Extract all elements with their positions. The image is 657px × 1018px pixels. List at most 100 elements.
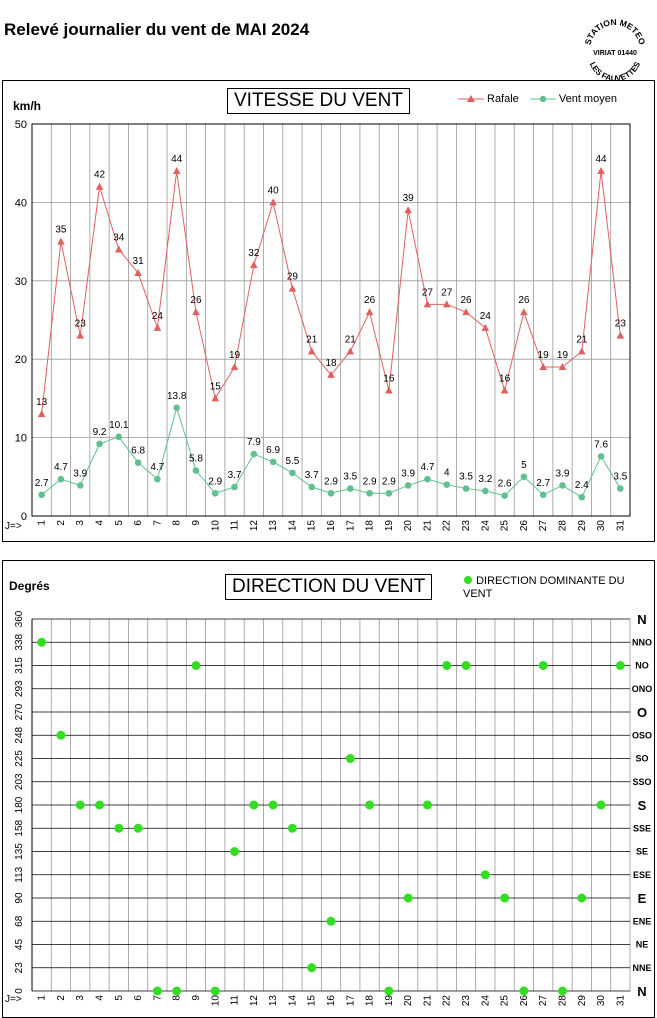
vent-moyen-data-label: 4.7	[420, 462, 434, 473]
vent-moyen-point	[231, 483, 238, 491]
speed-x-tick-label: 5	[114, 520, 125, 526]
direction-point	[577, 893, 587, 903]
vent-moyen-data-label: 7.6	[594, 439, 608, 450]
direction-compass-label: NE	[636, 940, 649, 950]
vent-moyen-point	[211, 489, 219, 497]
speed-x-tick-label: 8	[172, 520, 183, 526]
vent-moyen-point	[520, 473, 528, 481]
speed-x-tick-label: 20	[403, 520, 414, 532]
rafale-point	[404, 206, 412, 214]
direction-x-tick-label: 18	[365, 995, 376, 1007]
rafale-point	[288, 284, 297, 292]
direction-point	[557, 986, 567, 996]
rafale-point	[192, 308, 200, 316]
direction-x-tick-label: 12	[249, 995, 260, 1007]
svg-text:VIRIAT 01440: VIRIAT 01440	[593, 50, 637, 57]
speed-x-tick-label: 19	[384, 520, 395, 532]
rafale-point	[115, 245, 123, 253]
rafale-point	[577, 347, 586, 355]
rafale-point	[307, 347, 316, 355]
vent-moyen-data-label: 10.1	[109, 420, 129, 431]
direction-y-tick-label: 203	[14, 773, 25, 790]
rafale-point	[76, 331, 85, 339]
speed-plot-frame	[31, 123, 631, 517]
vent-moyen-data-label: 4	[444, 468, 450, 479]
rafale-point	[616, 331, 625, 339]
rafale-point	[37, 410, 46, 418]
direction-y-tick-label: 270	[14, 703, 25, 720]
direction-x-tick-label: 2	[56, 995, 67, 1001]
rafale-data-label: 21	[306, 334, 318, 345]
rafale-data-label: 34	[113, 232, 125, 243]
direction-legend-label: DIRECTION DOMINANTE DU VENT	[463, 575, 625, 600]
speed-legend: Rafale Vent moyen	[458, 93, 625, 107]
direction-point	[249, 800, 259, 810]
speed-x-tick-label: 7	[152, 520, 163, 526]
vent-moyen-point	[597, 453, 605, 460]
direction-x-tick-label: 27	[538, 995, 549, 1007]
rafale-data-label: 27	[441, 287, 453, 298]
rafale-data-label: 29	[287, 272, 299, 283]
direction-x-tick-label: 21	[422, 995, 433, 1007]
direction-x-tick-label: 30	[596, 995, 607, 1007]
direction-y-tick-label: 293	[14, 680, 25, 697]
direction-x-tick-label: 20	[403, 995, 414, 1007]
vent-moyen-point	[443, 481, 451, 488]
rafale-data-label: 19	[229, 350, 241, 361]
rafale-data-label: 31	[133, 256, 145, 267]
rafale-data-label: 16	[499, 374, 511, 385]
rafale-data-label: 18	[325, 358, 337, 369]
direction-compass-label: SO	[635, 754, 648, 764]
speed-x-tick-label: 31	[615, 520, 626, 532]
vent-moyen-point	[539, 491, 547, 499]
direction-x-tick-label: 28	[557, 995, 568, 1007]
direction-x-tick-label: 6	[133, 995, 144, 1001]
direction-y-tick-label: 68	[14, 915, 25, 927]
direction-y-tick-label: 135	[14, 843, 25, 860]
direction-point	[307, 963, 317, 973]
direction-point	[538, 661, 548, 670]
speed-y-tick-label: 20	[15, 354, 27, 366]
direction-y-tick-label: 158	[14, 819, 25, 836]
rafale-data-label: 35	[55, 225, 67, 236]
legend-rafale: Rafale	[458, 93, 519, 105]
vent-moyen-data-label: 3.9	[73, 468, 87, 479]
legend-vent-moyen-label: Vent moyen	[558, 93, 617, 105]
rafale-point	[442, 300, 451, 308]
rafale-data-label: 39	[403, 193, 415, 204]
direction-compass-label: ESE	[633, 870, 651, 880]
rafale-data-label: 21	[576, 334, 588, 345]
direction-legend-icon	[464, 576, 472, 584]
vent-moyen-point	[96, 440, 103, 448]
speed-x-tick-label: 27	[538, 520, 549, 532]
direction-x-tick-label: 8	[172, 995, 183, 1001]
direction-point	[500, 893, 510, 903]
direction-compass-label: O	[637, 705, 647, 720]
rafale-point	[95, 182, 104, 190]
direction-x-tick-label: 26	[519, 995, 530, 1007]
vent-moyen-point	[385, 489, 393, 497]
direction-x-tick-label: 14	[287, 995, 298, 1007]
direction-x-tick-label: 5	[114, 995, 125, 1001]
direction-x-tick-label: 19	[384, 995, 395, 1007]
speed-x-tick-label: 28	[557, 520, 568, 532]
direction-x-tick-label: 11	[230, 995, 241, 1006]
vent-moyen-data-label: 3.9	[401, 468, 415, 479]
rafale-data-label: 32	[248, 248, 260, 259]
speed-y-tick-label: 50	[15, 119, 27, 131]
direction-compass-label: SSO	[632, 777, 651, 787]
legend-vent-moyen: Vent moyen	[529, 93, 617, 105]
direction-x-tick-label: 31	[615, 995, 626, 1007]
vent-moyen-point	[617, 485, 624, 492]
vent-moyen-data-label: 7.9	[247, 437, 261, 448]
page-title: Relevé journalier du vent de MAI 2024	[4, 20, 310, 39]
direction-x-tick-label: 25	[500, 995, 511, 1007]
direction-compass-label: OSO	[632, 730, 652, 740]
vent-moyen-data-label: 4.7	[150, 462, 164, 473]
legend-rafale-label: Rafale	[487, 93, 519, 105]
vent-moyen-data-label: 3.7	[228, 470, 242, 481]
vent-moyen-data-label: 5	[521, 460, 527, 471]
speed-chart-title: VITESSE DU VENT	[227, 88, 410, 114]
vent-moyen-point	[578, 493, 586, 501]
